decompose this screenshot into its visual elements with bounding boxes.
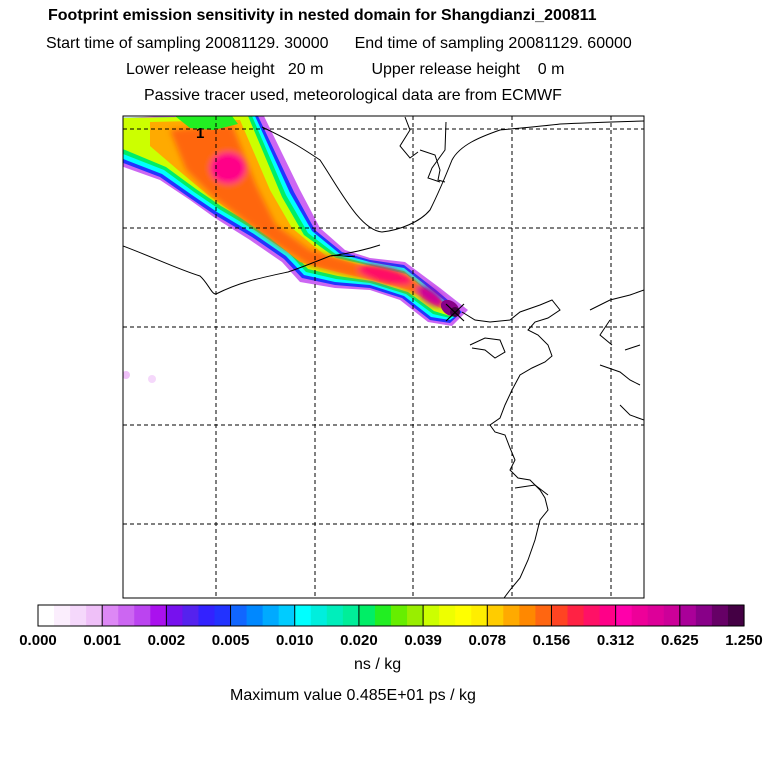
colorbar-swatch (679, 605, 697, 626)
colorbar-labels: 0.000 0.001 0.002 0.005 0.010 0.020 0.039 0.078… (19, 632, 763, 649)
colorbar-swatch (246, 605, 264, 626)
plume-hotspot-upwind (210, 152, 246, 184)
colorbar-swatch (407, 605, 424, 626)
release-height-line: Lower release height 20 m Upper release h… (126, 61, 564, 79)
plume-interior (170, 124, 446, 308)
colorbar-tick-label: 0.000 (19, 632, 57, 649)
colorbar-tick-label: 0.001 (83, 632, 121, 649)
colorbar-tick-label: 0.156 (533, 632, 571, 649)
colorbar-swatch (198, 605, 216, 626)
colorbar-tick-label: 0.312 (597, 632, 635, 649)
start-time-label: Start time of sampling 20081129. 30000 (46, 35, 329, 52)
colorbar-swatch (519, 605, 537, 626)
colorbar-swatch (310, 605, 328, 626)
colorbar-tick-label: 0.039 (404, 632, 442, 649)
colorbar: 0.000 0.001 0.002 0.005 0.010 0.020 0.039 0.078… (19, 604, 763, 649)
colorbar-swatch (583, 605, 601, 626)
colorbar-swatch (487, 605, 504, 626)
colorbar-swatches (38, 605, 745, 626)
chart-title: Footprint emission sensitivity in nested… (48, 7, 597, 24)
colorbar-swatch (455, 605, 472, 626)
colorbar-swatch (166, 605, 184, 626)
colorbar-units-label: ns / kg (354, 656, 402, 673)
colorbar-swatch (711, 605, 729, 626)
colorbar-swatch (615, 605, 633, 626)
colorbar-swatch (535, 605, 553, 626)
colorbar-swatch (278, 605, 296, 626)
colorbar-tick-label: 0.005 (212, 632, 250, 649)
colorbar-swatch (663, 605, 681, 626)
colorbar-tick-label: 0.020 (340, 632, 378, 649)
colorbar-swatch (471, 605, 488, 626)
sampling-time-line: Start time of sampling 20081129. 30000 En… (46, 35, 632, 53)
colorbar-frame (37, 604, 745, 627)
plume-top-patch (175, 116, 238, 130)
colorbar-tick-label: 0.078 (468, 632, 506, 649)
colorbar-swatch (54, 605, 71, 626)
plume-speck (123, 371, 130, 379)
end-time-label: End time of sampling 20081129. 60000 (354, 35, 632, 52)
colorbar-swatch (647, 605, 665, 626)
colorbar-swatch (727, 605, 745, 626)
plume-hotspot-near (357, 264, 413, 286)
colorbar-swatch (599, 605, 617, 626)
colorbar-swatch (294, 605, 312, 626)
colorbar-swatch (182, 605, 200, 626)
colorbar-swatch (86, 605, 103, 626)
colorbar-swatch (150, 605, 167, 626)
plume-layer (123, 116, 644, 598)
colorbar-swatch (567, 605, 585, 626)
colorbar-swatch (439, 605, 456, 626)
colorbar-tick-label: 1.250 (725, 632, 763, 649)
station-marker (445, 303, 465, 322)
colorbar-swatch (38, 605, 55, 626)
colorbar-swatch (391, 605, 408, 626)
lower-release-label: Lower release height 20 m (126, 61, 324, 78)
max-value-label: Maximum value 0.485E+01 ps / kg (230, 687, 476, 704)
colorbar-swatch (342, 605, 360, 626)
colorbar-swatch (695, 605, 713, 626)
footprint-map: 1 (122, 115, 645, 599)
colorbar-swatch (423, 605, 440, 626)
colorbar-tick-label: 0.010 (276, 632, 314, 649)
colorbar-swatch (326, 605, 344, 626)
colorbar-swatch (70, 605, 87, 626)
coastlines (123, 116, 644, 598)
colorbar-swatch (102, 605, 119, 626)
tracer-info-label: Passive tracer used, meteorological data… (144, 87, 562, 104)
colorbar-swatch (631, 605, 649, 626)
plume-speck (148, 375, 156, 383)
colorbar-swatch (358, 605, 376, 626)
upper-release-label: Upper release height 0 m (371, 61, 565, 78)
colorbar-swatch (118, 605, 135, 626)
colorbar-swatch (551, 605, 569, 626)
colorbar-swatch (503, 605, 520, 626)
colorbar-swatch (214, 605, 232, 626)
colorbar-tick-label: 0.625 (661, 632, 699, 649)
marker-label: 1 (196, 125, 204, 142)
map-frame (122, 115, 645, 599)
colorbar-swatch (230, 605, 248, 626)
colorbar-swatch (134, 605, 151, 626)
map-grid (123, 116, 644, 598)
colorbar-swatch (374, 605, 392, 626)
colorbar-tick-label: 0.002 (148, 632, 186, 649)
colorbar-swatch (262, 605, 280, 626)
